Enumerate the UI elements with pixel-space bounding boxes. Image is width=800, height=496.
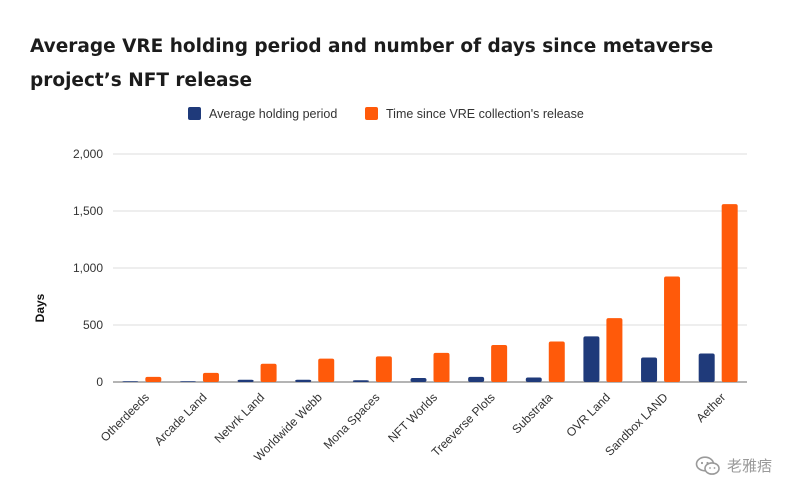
x-tick-label: NFT Worlds (385, 390, 440, 445)
bar-time-since-release-0 (145, 376, 162, 382)
bar-average-holding-10 (698, 353, 715, 382)
x-tick-label: Substrata (509, 390, 555, 436)
y-axis-ticks: 0 500 1,000 1,500 2,000 (73, 147, 103, 389)
bar-time-since-release-4 (375, 356, 392, 382)
bar-time-since-release-5 (433, 352, 450, 382)
bar-time-since-release-6 (491, 344, 508, 382)
bar-average-holding-5 (410, 378, 427, 382)
bar-average-holding-0 (122, 381, 139, 382)
x-axis-ticks: Otherdeeds Arcade Land Netvrk LandWorldwid… (98, 390, 729, 464)
watermark: 老雅痞 (695, 455, 772, 476)
y-tick-label: 2,000 (73, 147, 103, 161)
bar-average-holding-1 (179, 381, 196, 382)
bars (122, 204, 738, 382)
grid-lines (113, 153, 747, 383)
bar-average-holding-8 (583, 336, 600, 382)
bar-average-holding-3 (295, 379, 312, 382)
legend-label: Time since VRE collection's release (386, 107, 584, 121)
legend: Average holding period Time since VRE col… (188, 107, 584, 121)
bar-time-since-release-1 (202, 372, 219, 382)
bar-average-holding-9 (641, 357, 658, 382)
y-tick-label: 1,000 (73, 261, 103, 275)
legend-swatch (365, 107, 378, 120)
x-tick-label: Aether (693, 390, 728, 425)
bar-time-since-release-10 (721, 204, 738, 382)
y-tick-label: 500 (83, 318, 103, 332)
legend-label: Average holding period (209, 107, 337, 121)
bar-time-since-release-8 (606, 318, 623, 382)
bar-time-since-release-9 (664, 276, 681, 382)
chart-title: Average VRE holding period and number of… (30, 36, 714, 91)
x-tick-label: Netvrk Land (212, 390, 268, 446)
bar-time-since-release-3 (318, 358, 335, 382)
bar-time-since-release-2 (260, 363, 277, 382)
wechat-icon (695, 455, 720, 475)
bar-average-holding-7 (525, 377, 542, 382)
x-tick-label: Arcade Land (152, 390, 210, 448)
bar-average-holding-6 (468, 376, 485, 382)
watermark-text: 老雅痞 (726, 457, 772, 475)
y-tick-label: 1,500 (73, 204, 103, 218)
bar-time-since-release-7 (548, 341, 565, 382)
legend-swatch (188, 107, 201, 120)
bar-average-holding-2 (237, 379, 254, 382)
y-axis-title: Days (33, 293, 47, 322)
bar-average-holding-4 (352, 380, 369, 382)
x-tick-label: OVR Land (563, 390, 613, 440)
y-tick-label: 0 (96, 375, 103, 389)
x-tick-label: Mona Spaces (321, 390, 383, 452)
x-tick-label: Otherdeeds (98, 390, 152, 444)
